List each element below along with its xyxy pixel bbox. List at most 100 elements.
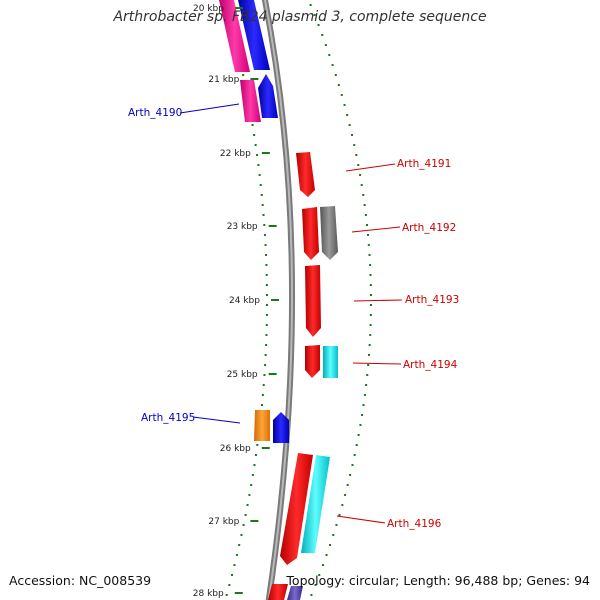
gc-skew-mark xyxy=(355,154,358,156)
gene-label-arth-4192[interactable]: Arth_4192 xyxy=(402,222,456,234)
gene-label-arth-4195[interactable]: Arth_4195 xyxy=(141,412,195,424)
tick-label: 20 kbp xyxy=(193,4,224,14)
gc-skew-mark xyxy=(265,254,268,256)
gc-skew-mark xyxy=(265,324,268,326)
gc-skew-mark xyxy=(310,594,313,596)
gc-skew-mark xyxy=(340,94,343,96)
gc-skew-mark xyxy=(344,494,347,496)
gc-skew-mark xyxy=(369,274,372,276)
gc-skew-mark xyxy=(253,464,256,466)
cds-feature xyxy=(273,412,289,443)
gc-skew-mark xyxy=(264,364,267,366)
gc-skew-mark xyxy=(309,4,312,6)
gene-labels: Arth_4190 Arth_4191 Arth_4192 Arth_4193 … xyxy=(128,107,459,530)
gc-skew-mark xyxy=(263,374,266,376)
cds-feature xyxy=(258,74,278,118)
gc-skew-mark xyxy=(321,34,324,36)
gene-label-arth-4196[interactable]: Arth_4196 xyxy=(387,518,442,530)
gc-skew-mark xyxy=(366,234,369,236)
gc-skew-mark xyxy=(262,214,265,216)
gc-skew-mark xyxy=(246,504,249,506)
gc-skew-mark xyxy=(362,194,365,196)
gc-skew-mark xyxy=(369,304,372,306)
gene-label-arth-4191[interactable]: Arth_4191 xyxy=(397,158,451,170)
gc-skew-mark xyxy=(264,354,267,356)
gc-skew-mark xyxy=(357,434,360,436)
cds-feature-arth-4192 xyxy=(302,207,319,260)
gene-label-arth-4193[interactable]: Arth_4193 xyxy=(405,294,459,306)
tick-label: 21 kbp xyxy=(208,75,239,85)
gc-skew-mark xyxy=(261,204,264,206)
purple-feature xyxy=(287,586,303,600)
gc-skew-mark xyxy=(257,164,260,166)
gc-skew-mark xyxy=(318,574,321,576)
gc-skew-mark xyxy=(357,164,360,166)
backbone-ring xyxy=(261,0,296,600)
gc-skew-mark xyxy=(254,144,257,146)
gc-skew-mark xyxy=(346,484,349,486)
gc-skew-mark xyxy=(369,334,372,336)
gc-skew-mark xyxy=(233,564,236,566)
orf-feature xyxy=(219,0,250,72)
gc-skew-mark xyxy=(349,474,352,476)
gc-skew-mark xyxy=(262,384,265,386)
cyan-feature xyxy=(301,455,330,553)
gc-skew-mark xyxy=(242,74,245,76)
gc-skew-mark xyxy=(238,544,241,546)
gc-skew-mark xyxy=(261,394,264,396)
gc-skew-mark xyxy=(242,524,245,526)
sequence-summary: Topology: circular; Length: 96,488 bp; G… xyxy=(286,573,590,588)
gc-skew-track xyxy=(225,4,372,596)
map-title: Arthrobacter sp. FB24 plasmid 3, complet… xyxy=(113,9,487,25)
gc-skew-mark xyxy=(343,104,346,106)
gc-skew-mark xyxy=(256,154,259,156)
gc-skew-mark xyxy=(334,74,337,76)
gc-skew-mark xyxy=(351,134,354,136)
gc-skew-mark xyxy=(369,324,372,326)
gc-skew-mark xyxy=(265,284,268,286)
gc-skew-mark xyxy=(338,514,341,516)
scale-ticks: 20 kbp 21 kbp 22 kbp 23 kbp 24 kbp 25 kbp 26 k… xyxy=(193,4,279,599)
gc-skew-mark xyxy=(240,534,243,536)
gc-skew-mark xyxy=(317,24,320,26)
gene-label-arth-4194[interactable]: Arth_4194 xyxy=(403,359,458,371)
gc-skew-mark xyxy=(331,64,334,66)
cds-feature-arth-4193 xyxy=(305,265,321,337)
gc-skew-mark xyxy=(362,404,365,406)
gc-skew-mark xyxy=(313,14,316,16)
gc-skew-mark xyxy=(265,264,268,266)
gc-skew-mark xyxy=(367,354,370,356)
tick-label: 28 kbp xyxy=(193,589,224,599)
forward-strand-genes xyxy=(268,152,338,600)
gc-skew-mark xyxy=(225,594,228,596)
gc-skew-mark xyxy=(244,514,247,516)
orf-feature xyxy=(240,80,261,122)
gc-skew-mark xyxy=(265,334,268,336)
gc-skew-mark xyxy=(368,254,371,256)
gc-skew-mark xyxy=(335,524,338,526)
gc-skew-mark xyxy=(359,174,362,176)
cyan-feature xyxy=(323,346,338,378)
gene-label-arth-4190[interactable]: Arth_4190 xyxy=(128,107,182,119)
gc-skew-mark xyxy=(353,144,356,146)
gc-skew-mark xyxy=(248,494,251,496)
gray-feature xyxy=(320,206,338,260)
gc-skew-mark xyxy=(259,184,262,186)
gc-skew-mark xyxy=(253,134,256,136)
gc-skew-mark xyxy=(351,464,354,466)
tick-label: 25 kbp xyxy=(227,370,258,380)
gc-skew-mark xyxy=(228,584,231,586)
gc-skew-mark xyxy=(369,314,372,316)
gc-skew-mark xyxy=(367,244,370,246)
gc-skew-mark xyxy=(369,284,372,286)
gc-skew-mark xyxy=(314,584,317,586)
accession-text: Accession: NC_008539 xyxy=(9,573,152,588)
gc-skew-mark xyxy=(365,384,368,386)
cds-feature-arth-4194 xyxy=(305,345,320,378)
gc-skew-mark xyxy=(368,344,371,346)
gc-skew-mark xyxy=(363,204,366,206)
tick-label: 27 kbp xyxy=(208,517,239,527)
gc-skew-mark xyxy=(337,84,340,86)
gc-skew-mark xyxy=(230,574,233,576)
